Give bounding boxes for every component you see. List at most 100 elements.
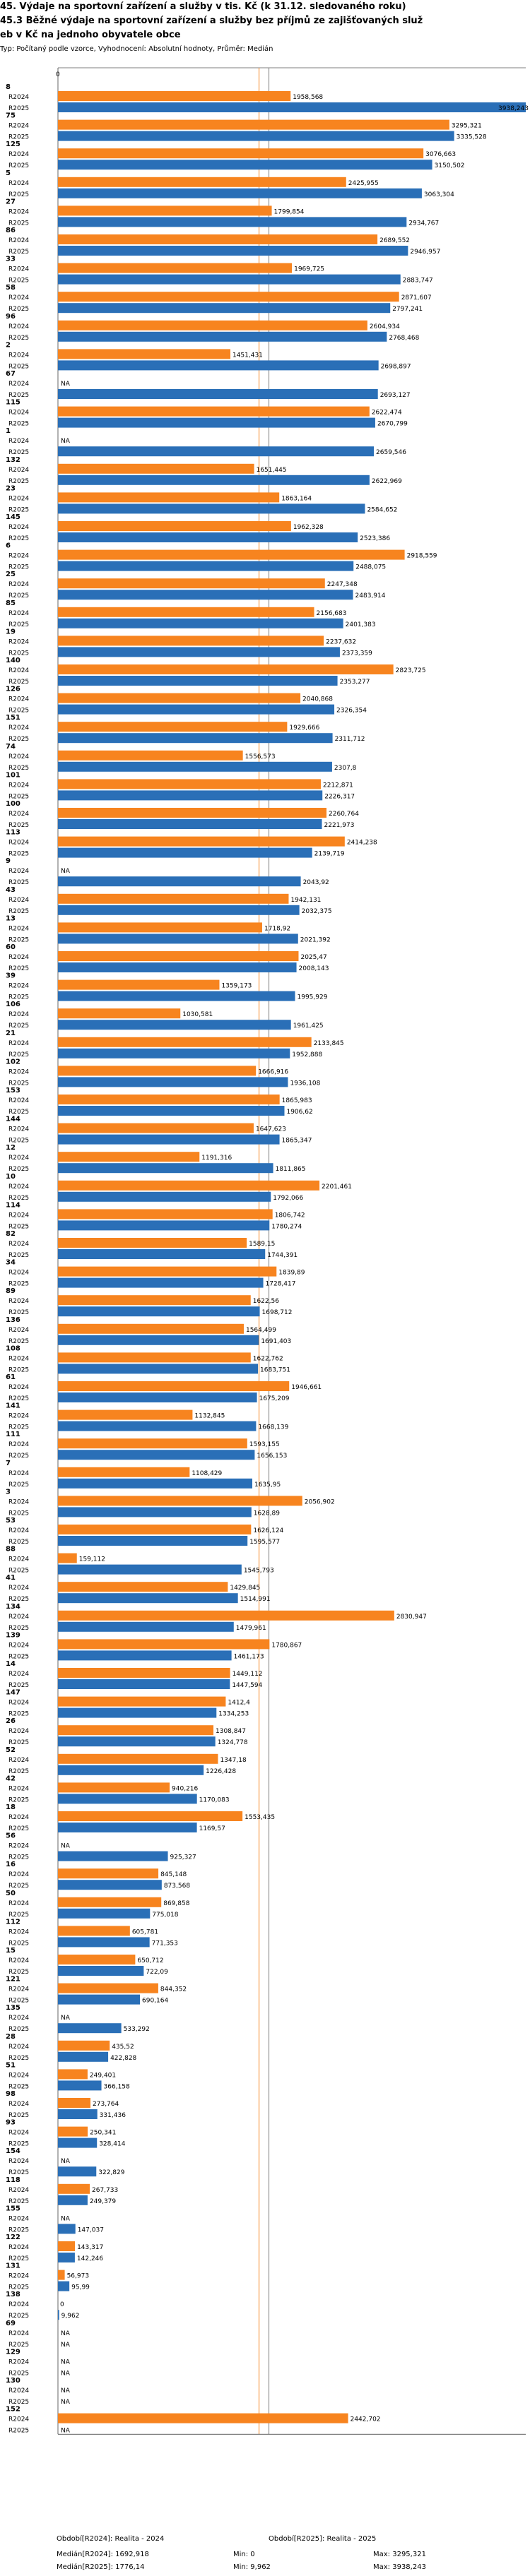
bar-r2024 [58, 2270, 65, 2280]
series-label: R2025 [8, 278, 29, 285]
category-label: 106 [6, 1001, 20, 1008]
bar-r2025 [58, 1966, 144, 1976]
data-label: 56,973 [67, 2273, 90, 2280]
series-label: R2024 [8, 208, 29, 215]
bar-r2025 [58, 475, 370, 485]
series-label: R2024 [8, 1843, 29, 1850]
bar-r2025 [58, 303, 391, 314]
bar-r2024 [58, 2126, 88, 2137]
series-label: R2024 [8, 2244, 29, 2251]
data-label: 1668,139 [258, 1424, 288, 1431]
chart-subtitle: Typ: Počítaný podle vzorce, Vyhodnocení:… [0, 45, 273, 53]
series-label: R2025 [8, 1195, 29, 1202]
na-label: NA [61, 2399, 71, 2406]
bar-r2025 [58, 1421, 257, 1431]
series-label: R2025 [8, 1510, 29, 1517]
series-label: R2024 [8, 2130, 29, 2137]
bar-r2025 [58, 905, 300, 915]
category-label: 12 [6, 1144, 16, 1152]
series-label: R2024 [8, 2387, 29, 2395]
data-label: 2008,143 [299, 965, 329, 972]
data-label: 2032,375 [302, 908, 332, 915]
series-label: R2025 [8, 2313, 29, 2320]
bar-r2025 [58, 1163, 273, 1174]
bar-r2024 [58, 2069, 88, 2080]
data-label: 2698,897 [381, 363, 411, 370]
bar-r2025 [58, 160, 432, 170]
data-label: 2523,386 [360, 535, 390, 542]
category-label: 136 [6, 1316, 20, 1324]
series-label: R2025 [8, 1080, 29, 1087]
data-label: 3335,528 [457, 134, 487, 141]
category-label: 26 [6, 1717, 16, 1725]
data-label: 1647,623 [256, 1126, 286, 1133]
data-label: 2311,712 [335, 736, 365, 743]
series-label: R2025 [8, 392, 29, 399]
bar-r2024 [58, 1381, 290, 1391]
series-label: R2024 [8, 1957, 29, 1964]
bar-r2024 [58, 951, 299, 961]
bar-r2024 [58, 979, 220, 990]
category-label: 1 [6, 427, 11, 435]
series-label: R2025 [8, 1739, 29, 1746]
data-label: 2830,947 [396, 1614, 427, 1621]
bar-r2025 [58, 389, 378, 399]
series-label: R2025 [8, 2026, 29, 2033]
data-label: 1030,581 [182, 1011, 213, 1018]
bar-r2025 [58, 704, 335, 715]
bar-r2024 [58, 406, 370, 417]
series-label: R2024 [8, 1928, 29, 1936]
bar-r2024 [58, 2413, 348, 2423]
category-label: 88 [6, 1546, 16, 1554]
series-label: R2025 [8, 2055, 29, 2062]
bar-r2024 [58, 578, 325, 589]
category-label: 52 [6, 1746, 16, 1754]
category-label: 34 [6, 1259, 16, 1267]
data-label: 2043,92 [303, 879, 329, 886]
series-label: R2024 [8, 2416, 29, 2423]
data-label: 1556,573 [245, 753, 276, 761]
na-label: NA [61, 2158, 71, 2165]
data-label: 1429,845 [230, 1585, 260, 1592]
series-label: R2025 [8, 2141, 29, 2148]
category-label: 122 [6, 2234, 20, 2241]
series-label: R2024 [8, 868, 29, 875]
series-label: R2024 [8, 1498, 29, 1505]
na-label: NA [61, 2215, 71, 2222]
data-label: 2918,559 [407, 553, 437, 560]
bar-r2025 [58, 761, 332, 772]
bar-r2024 [58, 722, 288, 732]
series-label: R2024 [8, 925, 29, 932]
data-label: 1412,4 [228, 1700, 250, 1707]
bar-r2025 [58, 1134, 280, 1145]
series-label: R2024 [8, 1155, 29, 1162]
bar-r2025 [58, 1077, 288, 1087]
bar-r2025 [58, 246, 408, 256]
bar-r2025 [58, 2137, 98, 2148]
data-label: 1449,112 [232, 1671, 263, 1678]
category-label: 67 [6, 370, 16, 378]
footer-period-2025: Období[R2025]: Realita - 2025 [269, 2535, 377, 2543]
series-label: R2024 [8, 2044, 29, 2051]
bar-r2025 [58, 1707, 217, 1718]
data-label: 2883,747 [403, 278, 433, 285]
category-label: 5 [6, 169, 11, 177]
bar-r2024 [58, 1037, 312, 1047]
data-label: 159,112 [79, 1556, 105, 1563]
data-label: 2414,238 [347, 840, 377, 847]
bar-r2025 [58, 1994, 141, 2005]
data-label: 1191,316 [201, 1155, 232, 1162]
bar-r2025 [58, 2080, 102, 2091]
series-label: R2025 [8, 1223, 29, 1230]
data-label: 844,352 [160, 1986, 187, 1993]
bar-r2025 [58, 1536, 248, 1546]
bar-r2024 [58, 1553, 77, 1563]
series-label: R2024 [8, 724, 29, 732]
bar-r2024 [58, 1725, 214, 1736]
bar-r2024 [58, 119, 449, 130]
bar-r2024 [58, 349, 230, 359]
series-label: R2024 [8, 2330, 29, 2337]
category-label: 129 [6, 2348, 20, 2356]
na-label: NA [61, 2387, 71, 2395]
series-label: R2025 [8, 1166, 29, 1173]
